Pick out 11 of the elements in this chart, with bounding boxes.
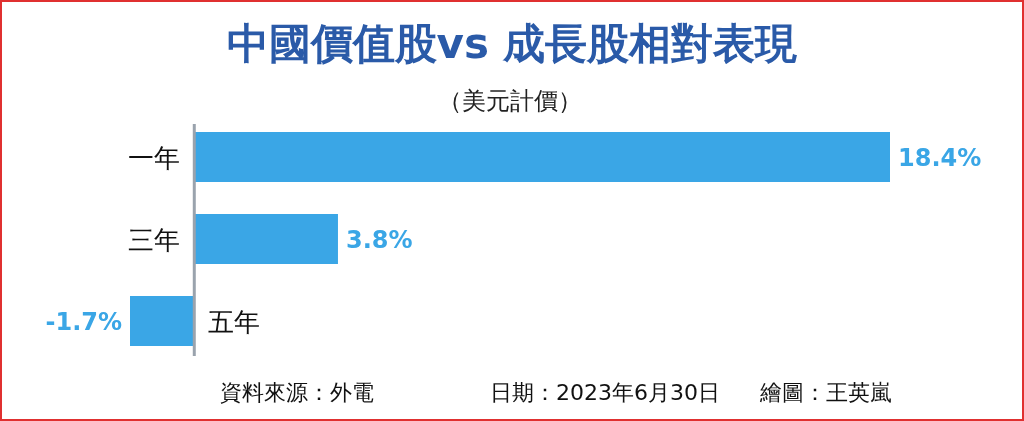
text: 繪圖：王英嵐 bbox=[759, 380, 892, 405]
data-label: 18.4% bbox=[898, 144, 982, 172]
data-label: 3.8% bbox=[345, 226, 413, 254]
chart-title: 中國價值股vs 成長股相對表現 bbox=[226, 18, 798, 68]
source-note: 資料來源：外電 bbox=[220, 380, 374, 405]
chart-subtitle: （美元計價） bbox=[438, 87, 582, 115]
text: 日期：2023年6月30日 bbox=[490, 380, 720, 405]
y-tick-label: 三年 bbox=[128, 224, 181, 255]
data-label: -1.7% bbox=[45, 308, 122, 336]
y-tick-label: 五年 bbox=[208, 306, 261, 337]
y-tick-label: 一年 bbox=[128, 142, 181, 173]
